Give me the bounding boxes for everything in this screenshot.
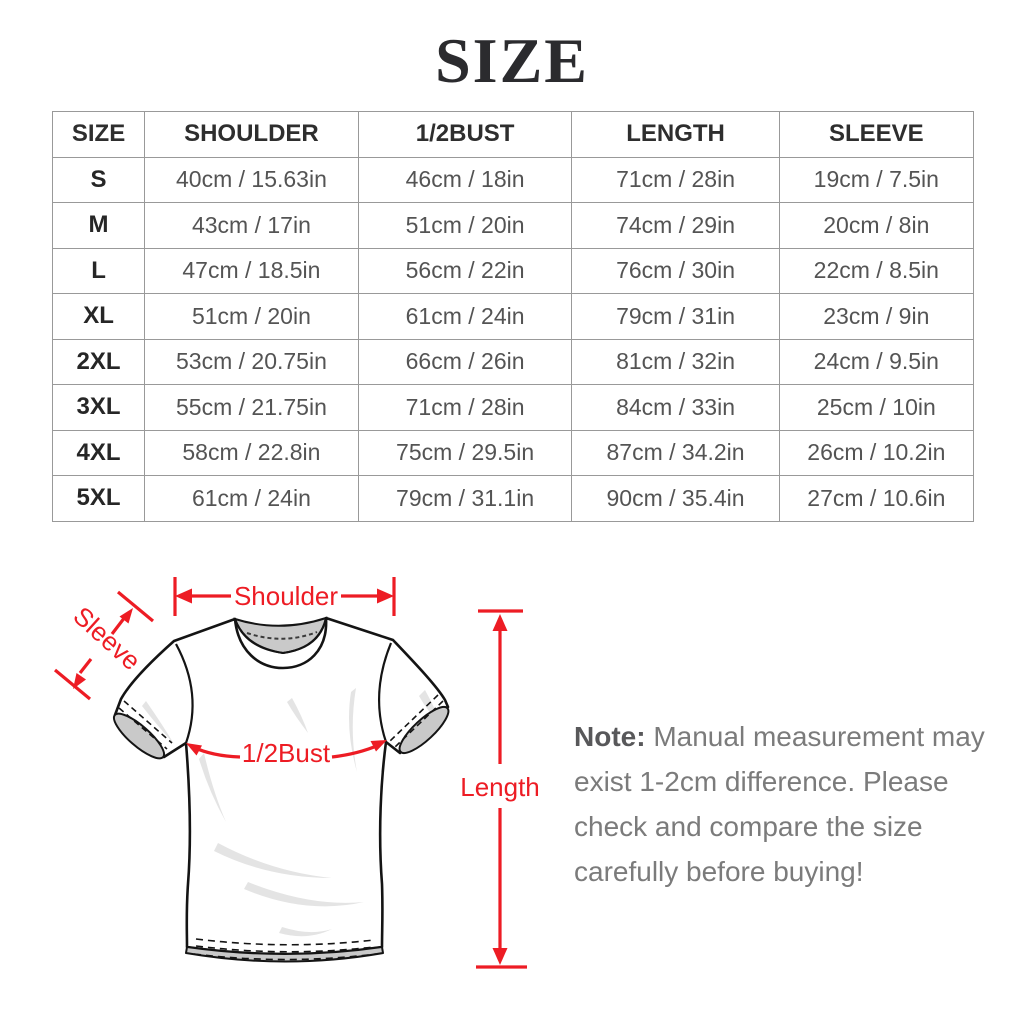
- measurement-cell: 76cm / 30in: [571, 247, 780, 294]
- shoulder-label: Shoulder: [234, 581, 338, 611]
- size-cell: 3XL: [51, 384, 146, 431]
- length-annotation: Length: [460, 609, 540, 969]
- table-row: 4XL 58cm / 22.8in 75cm / 29.5in 87cm / 34.2…: [51, 429, 975, 476]
- size-table: SIZE SHOULDER 1/2BUST LENGTH SLEEVE S 40c…: [51, 111, 975, 522]
- collar-back-neck: [233, 616, 328, 655]
- size-cell: S: [51, 156, 146, 203]
- bust-label: 1/2Bust: [242, 738, 331, 768]
- measurement-cell: 47cm / 18.5in: [144, 247, 359, 294]
- size-cell: 4XL: [51, 429, 146, 476]
- table-row: L 47cm / 18.5in 56cm / 22in 76cm / 30in 22cm…: [51, 247, 975, 294]
- measurement-cell: 20cm / 8in: [778, 202, 975, 249]
- size-cell: 5XL: [51, 475, 146, 522]
- header-shoulder: SHOULDER: [144, 111, 359, 158]
- header-bust: 1/2BUST: [357, 111, 573, 158]
- header-size: SIZE: [51, 111, 146, 158]
- header-sleeve: SLEEVE: [778, 111, 975, 158]
- tshirt-illustration: [112, 616, 450, 963]
- measurement-cell: 53cm / 20.75in: [144, 338, 359, 385]
- collar-stitch: [246, 631, 318, 640]
- measurement-cell: 46cm / 18in: [357, 156, 573, 203]
- measurement-cell: 61cm / 24in: [357, 293, 573, 340]
- measurement-cell: 19cm / 7.5in: [778, 156, 975, 203]
- table-row: 3XL 55cm / 21.75in 71cm / 28in 84cm / 33in 2…: [51, 384, 975, 431]
- measurement-cell: 79cm / 31.1in: [357, 475, 573, 522]
- size-cell: 2XL: [51, 338, 146, 385]
- note-text: Note: Manual measurement may exist 1-2cm…: [574, 714, 994, 894]
- measurement-cell: 79cm / 31in: [571, 293, 780, 340]
- header-length: LENGTH: [571, 111, 780, 158]
- table-row: S 40cm / 15.63in 46cm / 18in 71cm / 28in 19c…: [51, 156, 975, 203]
- size-cell: L: [51, 247, 146, 294]
- cuff-opening-left: [112, 712, 166, 760]
- cuff-stitches-left: [118, 700, 173, 750]
- measurement-cell: 81cm / 32in: [571, 338, 780, 385]
- table-row: XL 51cm / 20in 61cm / 24in 79cm / 31in 23cm …: [51, 293, 975, 340]
- measurement-cell: 25cm / 10in: [778, 384, 975, 431]
- table-header-row: SIZE SHOULDER 1/2BUST LENGTH SLEEVE: [51, 111, 975, 158]
- measurement-cell: 58cm / 22.8in: [144, 429, 359, 476]
- measurement-cell: 26cm / 10.2in: [778, 429, 975, 476]
- measurement-cell: 75cm / 29.5in: [357, 429, 573, 476]
- measurement-cell: 27cm / 10.6in: [778, 475, 975, 522]
- armhole-seam-right: [377, 642, 393, 743]
- note-label: Note:: [574, 721, 646, 752]
- measurement-cell: 22cm / 8.5in: [778, 247, 975, 294]
- measurement-cell: 40cm / 15.63in: [144, 156, 359, 203]
- cuff-stitches-right: [389, 694, 444, 748]
- measurement-cell: 87cm / 34.2in: [571, 429, 780, 476]
- size-table-body: S 40cm / 15.63in 46cm / 18in 71cm / 28in 19c…: [51, 156, 975, 522]
- measurement-cell: 51cm / 20in: [144, 293, 359, 340]
- note-body: Manual measurement may exist 1-2cm diffe…: [574, 721, 985, 887]
- measurement-cell: 51cm / 20in: [357, 202, 573, 249]
- measurement-cell: 90cm / 35.4in: [571, 475, 780, 522]
- measurement-cell: 23cm / 9in: [778, 293, 975, 340]
- tshirt-measurement-diagram: Shoulder Sleeve 1/2Bust: [53, 577, 540, 969]
- page-title: SIZE: [435, 25, 589, 96]
- measurement-cell: 84cm / 33in: [571, 384, 780, 431]
- measurement-cell: 56cm / 22in: [357, 247, 573, 294]
- table-row: 2XL 53cm / 20.75in 66cm / 26in 81cm / 32in 2…: [51, 338, 975, 385]
- armhole-seam-left: [175, 643, 194, 744]
- collar-band-inner-edge: [234, 617, 327, 655]
- tshirt-outline: [113, 616, 450, 956]
- sleeve-label: Sleeve: [67, 601, 146, 676]
- measurement-cell: 43cm / 17in: [144, 202, 359, 249]
- hem-stitches: [195, 938, 375, 953]
- measurement-cell: 74cm / 29in: [571, 202, 780, 249]
- measurement-cell: 66cm / 26in: [357, 338, 573, 385]
- hem-band-stitch: [193, 953, 377, 961]
- measurement-cell: 24cm / 9.5in: [778, 338, 975, 385]
- table-row: M 43cm / 17in 51cm / 20in 74cm / 29in 20cm /…: [51, 202, 975, 249]
- length-label: Length: [460, 772, 540, 802]
- shoulder-annotation: Shoulder: [173, 577, 396, 616]
- cuff-opening-right: [398, 705, 450, 755]
- measurement-cell: 61cm / 24in: [144, 475, 359, 522]
- bust-annotation: 1/2Bust: [186, 738, 387, 768]
- size-cell: M: [51, 202, 146, 249]
- measurement-cell: 55cm / 21.75in: [144, 384, 359, 431]
- table-row: 5XL 61cm / 24in 79cm / 31.1in 90cm / 35.4in…: [51, 475, 975, 522]
- size-cell: XL: [51, 293, 146, 340]
- measurement-cell: 71cm / 28in: [357, 384, 573, 431]
- measurement-cell: 71cm / 28in: [571, 156, 780, 203]
